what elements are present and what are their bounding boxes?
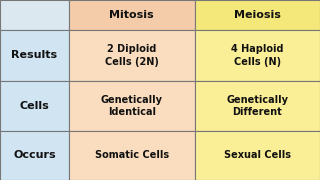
Text: Mitosis: Mitosis (109, 10, 154, 20)
Bar (0, 130, 69, 180)
Text: 2 Diploid
Cells (2N): 2 Diploid Cells (2N) (105, 44, 159, 67)
Text: Cells: Cells (20, 101, 49, 111)
Bar (195, 130, 320, 180)
Bar (195, 81, 320, 130)
Bar (69, 81, 195, 130)
Text: Sexual Cells: Sexual Cells (224, 150, 291, 160)
Text: Meiosis: Meiosis (234, 10, 281, 20)
Bar (195, 0, 320, 30)
Text: 4 Haploid
Cells (N): 4 Haploid Cells (N) (231, 44, 284, 67)
Bar (0, 81, 69, 130)
Text: Occurs: Occurs (13, 150, 56, 160)
Text: Genetically
Identical: Genetically Identical (101, 94, 163, 117)
Text: Somatic Cells: Somatic Cells (95, 150, 169, 160)
Bar (195, 30, 320, 81)
Text: Genetically
Different: Genetically Different (227, 94, 288, 117)
Text: Results: Results (11, 50, 58, 60)
Bar (69, 0, 195, 30)
Bar (0, 30, 69, 81)
Bar (69, 130, 195, 180)
Bar (69, 30, 195, 81)
Bar (0, 0, 69, 30)
